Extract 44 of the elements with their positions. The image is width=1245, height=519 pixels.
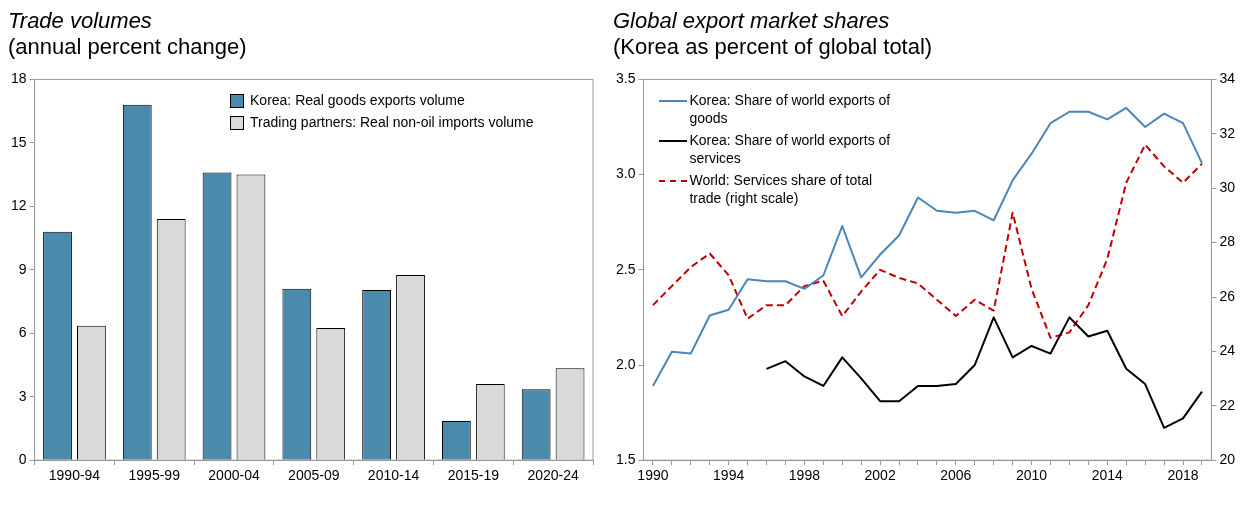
y2-tick-label: 32 — [1219, 124, 1236, 141]
y-tick-label: 15 — [10, 133, 27, 150]
y2-tick-label: 20 — [1219, 451, 1236, 468]
y-tick-label: 1.5 — [615, 451, 636, 468]
x-tick-label: 1995-99 — [128, 467, 181, 484]
chart-subtitle: (annual percent change) — [8, 34, 248, 60]
chart-title: Global export market shares — [613, 8, 891, 34]
x-tick-label: 2000-04 — [208, 467, 260, 484]
x-tick-label: 2002 — [864, 467, 896, 484]
legend-label: Korea: Real goods exports volume — [250, 91, 465, 110]
y2-tick-label: 26 — [1219, 287, 1236, 304]
y-tick-label: 12 — [10, 197, 27, 214]
y-tick-label: 9 — [18, 260, 27, 277]
legend-label: Trading partners: Real non-oil imports volume — [250, 113, 534, 132]
x-tick-label: 2018 — [1167, 467, 1199, 484]
x-tick-label: 1994 — [713, 467, 745, 484]
y-tick-label: 6 — [18, 324, 27, 341]
y-tick-label: 2.0 — [615, 355, 636, 372]
legend-label: World: Services share of total trade (right scale) — [689, 171, 874, 208]
y2-tick-label: 22 — [1219, 396, 1236, 413]
x-tick-label: 2014 — [1091, 467, 1124, 484]
y-tick-label: 2.5 — [615, 260, 636, 277]
x-tick-label: 2005-09 — [288, 467, 340, 484]
legend-label: Korea: Share of world exports of services — [689, 131, 892, 168]
y2-tick-label: 30 — [1219, 179, 1236, 196]
x-tick-label: 1998 — [788, 467, 821, 484]
legend-label: Korea: Share of world exports of goods — [689, 91, 892, 128]
x-tick-label: 2010-14 — [367, 467, 420, 484]
chart-title: Trade volumes — [8, 8, 153, 34]
x-tick-label: 2010 — [1015, 467, 1048, 484]
y2-tick-label: 28 — [1219, 233, 1236, 250]
x-tick-label: 1990 — [637, 467, 669, 484]
y-tick-label: 3 — [18, 387, 27, 404]
y-tick-label: 0 — [18, 451, 27, 468]
y-tick-label: 3.5 — [615, 70, 636, 87]
y-tick-label: 3.0 — [615, 165, 636, 182]
x-tick-label: 2015-19 — [447, 467, 500, 484]
y2-tick-label: 24 — [1219, 342, 1236, 359]
y2-tick-label: 34 — [1219, 70, 1236, 87]
x-tick-label: 1990-94 — [48, 467, 101, 484]
x-tick-label: 2006 — [940, 467, 972, 484]
chart-subtitle: (Korea as percent of global total) — [613, 34, 934, 60]
x-tick-label: 2020-24 — [527, 467, 580, 484]
y-tick-label: 18 — [10, 70, 27, 87]
